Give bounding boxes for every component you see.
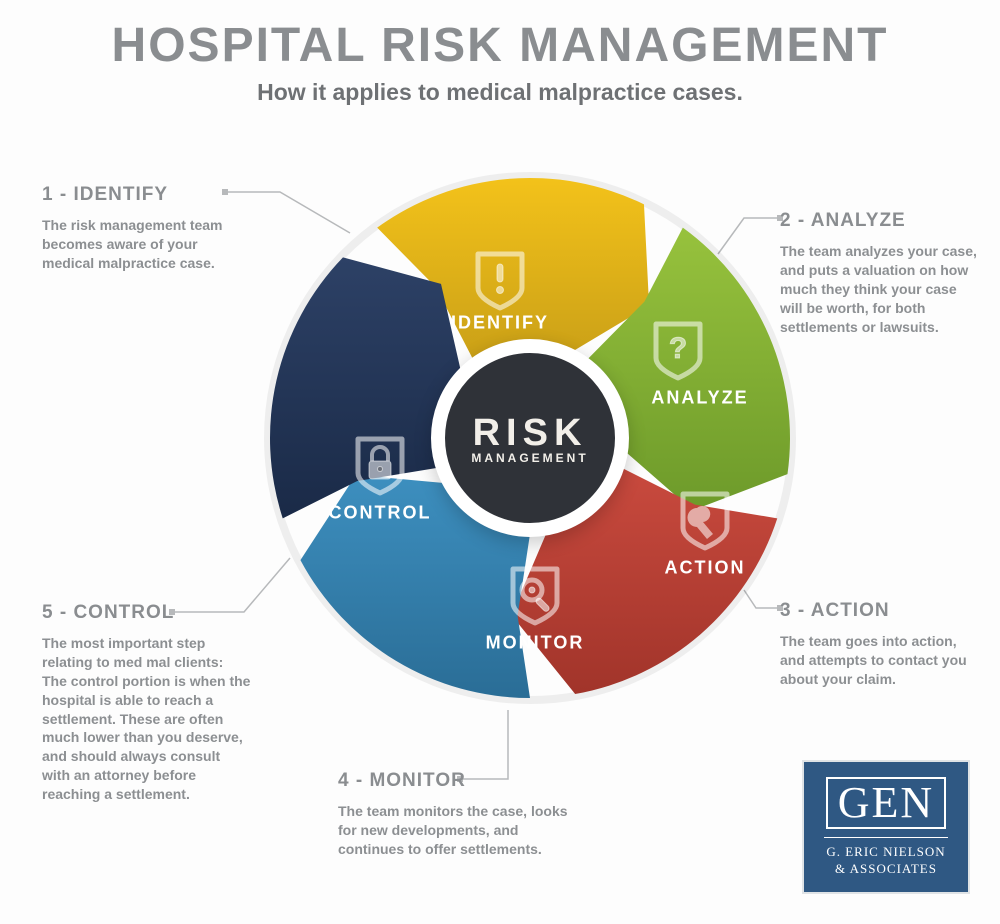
brand-logo: GEN G. ERIC NIELSON & ASSOCIATES (802, 760, 970, 894)
callout-body: The team analyzes your case, and puts a … (780, 242, 980, 336)
callout-body: The risk management team becomes aware o… (42, 216, 237, 273)
callout-c1: 1 - IDENTIFY The risk management team bec… (42, 184, 237, 273)
page-subtitle: How it applies to medical malpractice ca… (0, 79, 1000, 106)
center-label-sub: MANAGEMENT (471, 451, 588, 465)
callout-c3: 3 - ACTION The team goes into action, and… (780, 600, 970, 689)
callout-c4: 4 - MONITOR The team monitors the case, l… (338, 770, 578, 859)
logo-name-2: & ASSOCIATES (835, 861, 937, 876)
wheel-center: RISK MANAGEMENT (431, 339, 629, 537)
callout-head: 2 - ANALYZE (780, 210, 980, 232)
callout-body: The most important step relating to med … (42, 634, 252, 804)
callout-c2: 2 - ANALYZE The team analyzes your case, … (780, 210, 980, 336)
logo-name-1: G. ERIC NIELSON (826, 844, 945, 859)
logo-abbr: GEN (826, 777, 946, 829)
risk-wheel: RISK MANAGEMENT IDENTIFYANALYZE?ACTIONMO… (260, 168, 800, 708)
page-title: HOSPITAL RISK MANAGEMENT (0, 18, 1000, 73)
callout-c5: 5 - CONTROL The most important step relat… (42, 602, 252, 804)
center-label-main: RISK (473, 412, 588, 455)
callout-head: 1 - IDENTIFY (42, 184, 237, 206)
callout-head: 5 - CONTROL (42, 602, 252, 624)
callout-head: 3 - ACTION (780, 600, 970, 622)
callout-head: 4 - MONITOR (338, 770, 578, 792)
segment-control (270, 257, 461, 518)
callout-body: The team goes into action, and attempts … (780, 632, 970, 689)
logo-divider (824, 837, 948, 838)
callout-body: The team monitors the case, looks for ne… (338, 802, 578, 859)
